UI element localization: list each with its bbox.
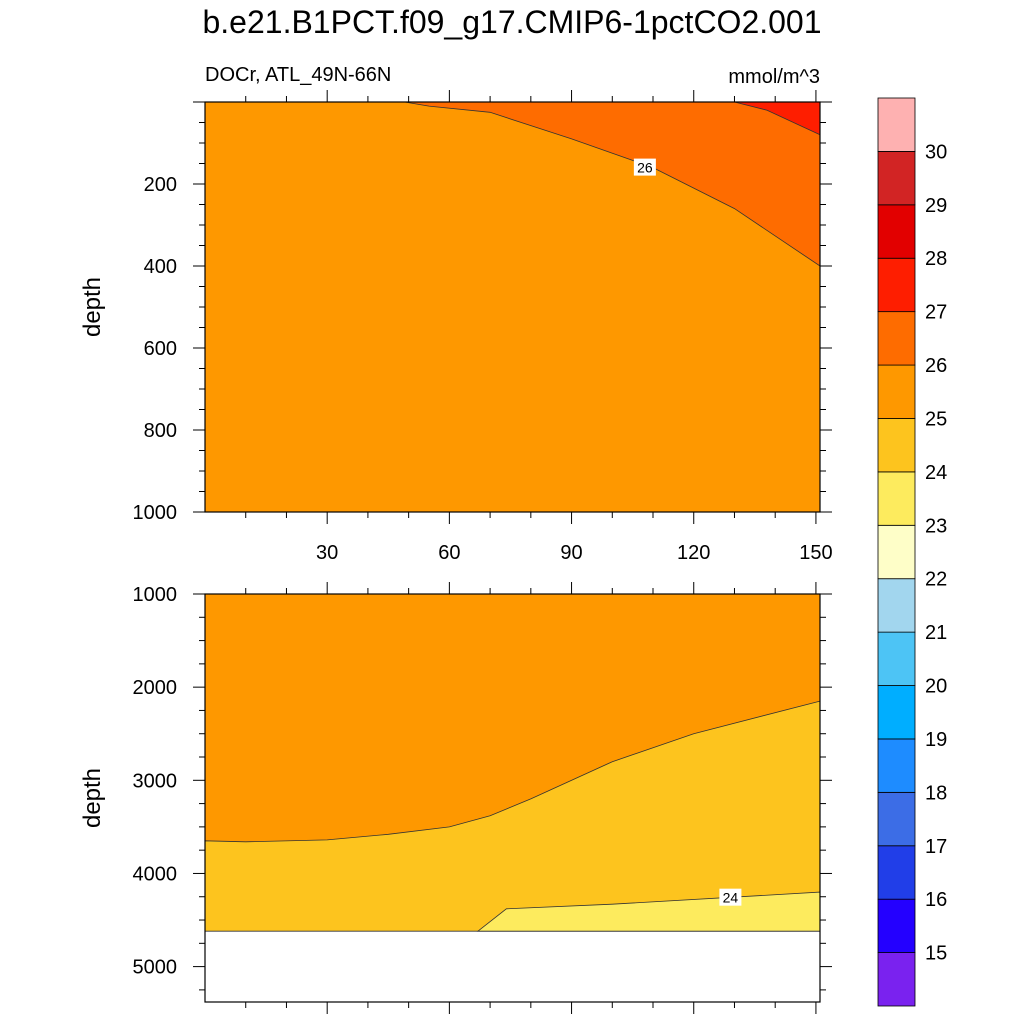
colorbar-swatch (877, 524, 916, 580)
colorbar-label: 16 (925, 889, 947, 911)
x-tick-label: 150 (799, 542, 832, 564)
x-tick-label: 30 (316, 542, 338, 564)
subtitle-variable-region: DOCr, ATL_49N-66N (205, 64, 392, 86)
panel-lower: 1000 2000 3000 4000 5000 depth 24 (79, 582, 832, 1014)
y-tick-label: 5000 (133, 957, 178, 979)
colorbar-label: 30 (925, 141, 947, 163)
colorbar-swatch (877, 151, 916, 206)
x-tick-label: 90 (560, 542, 582, 564)
colorbar-swatch (877, 685, 916, 740)
y-tick-label: 1000 (133, 584, 178, 606)
contour-label-box (719, 888, 742, 906)
y-tick-label: 200 (144, 174, 177, 196)
colorbar-swatch (877, 364, 916, 419)
colorbar: 15 16 17 18 19 20 21 22 23 24 25 26 27 28 29 30 (877, 97, 947, 1007)
colorbar-swatch (877, 204, 916, 259)
colorbar-swatch (877, 97, 916, 152)
y-tick-label: 1000 (133, 502, 178, 524)
y-tick-label: 600 (144, 338, 177, 360)
chart-title: b.e21.B1PCT.f09_g17.CMIP6-1pctCO2.001 (202, 4, 822, 40)
panel-upper: 30 60 90 120 150 200 400 600 800 1000 depth 26 (79, 90, 833, 564)
colorbar-label: 20 (925, 676, 947, 698)
colorbar-label: 17 (925, 836, 947, 858)
colorbar-label: 18 (925, 782, 947, 804)
colorbar-label: 23 (925, 515, 947, 537)
colorbar-swatch (877, 845, 916, 900)
colorbar-swatch (877, 952, 916, 1007)
colorbar-label: 27 (925, 302, 947, 324)
colorbar-label: 25 (925, 408, 947, 430)
colorbar-label: 19 (925, 729, 947, 751)
colorbar-swatch (877, 257, 916, 313)
x-tick-label: 120 (677, 542, 710, 564)
contour-label: 26 (637, 160, 653, 176)
colorbar-label: 15 (925, 943, 947, 965)
contour-label: 24 (723, 890, 739, 906)
colorbar-label: 28 (925, 248, 947, 270)
colorbar-swatch (877, 311, 916, 366)
x-tick-label: 60 (438, 542, 460, 564)
y-axis-title: depth (79, 768, 106, 828)
colorbar-swatch (877, 898, 916, 953)
colorbar-swatch (877, 471, 916, 526)
y-axis-title: depth (79, 277, 106, 337)
y-tick-label: 2000 (133, 677, 178, 699)
colorbar-swatch (877, 631, 916, 686)
colorbar-swatch (877, 578, 916, 633)
colorbar-swatch (877, 791, 916, 847)
colorbar-swatch (877, 738, 916, 793)
colorbar-label: 21 (925, 622, 947, 644)
colorbar-label: 29 (925, 195, 947, 217)
y-tick-label: 3000 (133, 770, 178, 792)
colorbar-label: 24 (925, 462, 947, 484)
y-tick-label: 800 (144, 420, 177, 442)
contour-label-box (633, 158, 656, 176)
subtitle-units: mmol/m^3 (728, 66, 820, 88)
colorbar-swatch (877, 418, 916, 473)
plot-frame (204, 593, 821, 1003)
y-tick-label: 4000 (133, 863, 178, 885)
colorbar-label: 22 (925, 569, 947, 591)
colorbar-label: 26 (925, 355, 947, 377)
y-tick-label: 400 (144, 256, 177, 278)
